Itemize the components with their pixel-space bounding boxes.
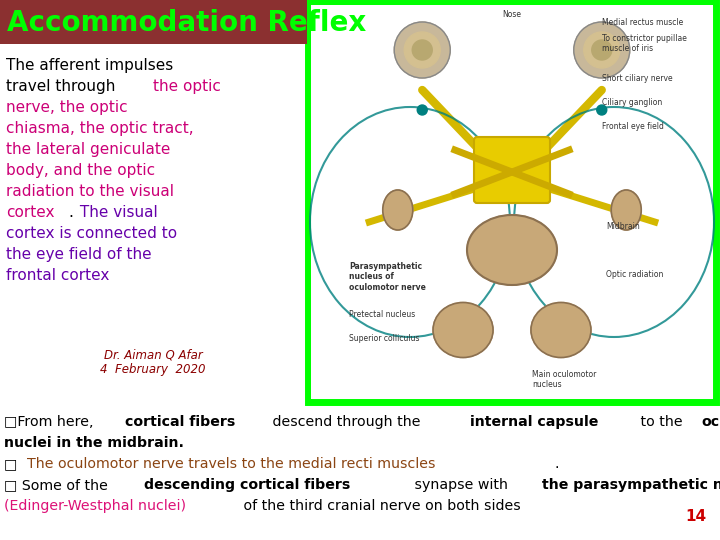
Text: The oculomotor nerve travels to the medial recti muscles: The oculomotor nerve travels to the medi…	[27, 457, 436, 471]
Text: Frontal eye field: Frontal eye field	[602, 122, 664, 131]
Text: of the third cranial nerve on both sides: of the third cranial nerve on both sides	[239, 499, 521, 513]
FancyBboxPatch shape	[474, 137, 550, 203]
Text: synapse with: synapse with	[410, 478, 513, 492]
Circle shape	[418, 105, 427, 115]
Text: body, and the optic: body, and the optic	[6, 163, 155, 178]
Ellipse shape	[531, 302, 591, 357]
Circle shape	[395, 22, 450, 78]
Text: Parasympathetic
nucleus of
oculomotor nerve: Parasympathetic nucleus of oculomotor ne…	[348, 262, 426, 292]
Text: 14: 14	[685, 509, 706, 524]
Text: Short ciliary nerve: Short ciliary nerve	[602, 74, 672, 83]
FancyBboxPatch shape	[0, 0, 307, 44]
Text: (Edinger-Westphal nuclei): (Edinger-Westphal nuclei)	[4, 499, 186, 513]
Text: the parasympathetic nuclei: the parasympathetic nuclei	[542, 478, 720, 492]
FancyBboxPatch shape	[308, 2, 716, 402]
Text: internal capsule: internal capsule	[470, 415, 598, 429]
Ellipse shape	[383, 190, 413, 230]
Circle shape	[584, 32, 620, 68]
FancyBboxPatch shape	[311, 5, 713, 399]
Text: .: .	[554, 457, 559, 471]
Text: travel through: travel through	[6, 79, 120, 94]
Circle shape	[404, 32, 440, 68]
Text: Midbrain: Midbrain	[606, 222, 639, 231]
Text: Dr. Aiman Q Afar
4  February  2020: Dr. Aiman Q Afar 4 February 2020	[100, 348, 206, 376]
Text: descend through the: descend through the	[268, 415, 425, 429]
Ellipse shape	[433, 302, 493, 357]
Text: To constrictor pupillae
muscle of iris: To constrictor pupillae muscle of iris	[602, 34, 687, 53]
Text: Optic radiation: Optic radiation	[606, 270, 663, 279]
Circle shape	[592, 40, 612, 60]
Text: Pretectal nucleus: Pretectal nucleus	[348, 310, 415, 319]
Text: Ciliary ganglion: Ciliary ganglion	[602, 98, 662, 107]
Text: □From here,: □From here,	[4, 415, 98, 429]
Circle shape	[574, 22, 630, 78]
Text: nuclei in the midbrain.: nuclei in the midbrain.	[4, 436, 184, 450]
Text: Nose: Nose	[503, 10, 521, 19]
Text: cortex: cortex	[6, 205, 55, 220]
Text: Main oculomotor
nucleus: Main oculomotor nucleus	[532, 370, 597, 389]
Text: □ Some of the: □ Some of the	[4, 478, 112, 492]
Text: chiasma, the optic tract,: chiasma, the optic tract,	[6, 121, 194, 136]
Text: the lateral geniculate: the lateral geniculate	[6, 142, 171, 157]
Text: Accommodation Reflex: Accommodation Reflex	[7, 9, 366, 37]
Text: descending cortical fibers: descending cortical fibers	[144, 478, 350, 492]
Text: nerve, the optic: nerve, the optic	[6, 100, 127, 115]
Text: Superior colliculus: Superior colliculus	[348, 334, 419, 343]
Text: radiation to the visual: radiation to the visual	[6, 184, 174, 199]
Text: the optic: the optic	[153, 79, 221, 94]
Text: to the: to the	[636, 415, 687, 429]
Circle shape	[597, 105, 607, 115]
Text: Medial rectus muscle: Medial rectus muscle	[602, 18, 683, 27]
Text: cortex is connected to: cortex is connected to	[6, 226, 177, 241]
Ellipse shape	[467, 215, 557, 285]
Text: .: .	[68, 205, 73, 220]
Text: cortical fibers: cortical fibers	[125, 415, 235, 429]
Ellipse shape	[611, 190, 642, 230]
Circle shape	[413, 40, 432, 60]
Text: □: □	[4, 457, 22, 471]
Text: frontal cortex: frontal cortex	[6, 268, 109, 283]
Text: oculomotor: oculomotor	[702, 415, 720, 429]
Text: The visual: The visual	[75, 205, 158, 220]
Text: The afferent impulses: The afferent impulses	[6, 58, 174, 73]
Text: the eye field of the: the eye field of the	[6, 247, 152, 262]
